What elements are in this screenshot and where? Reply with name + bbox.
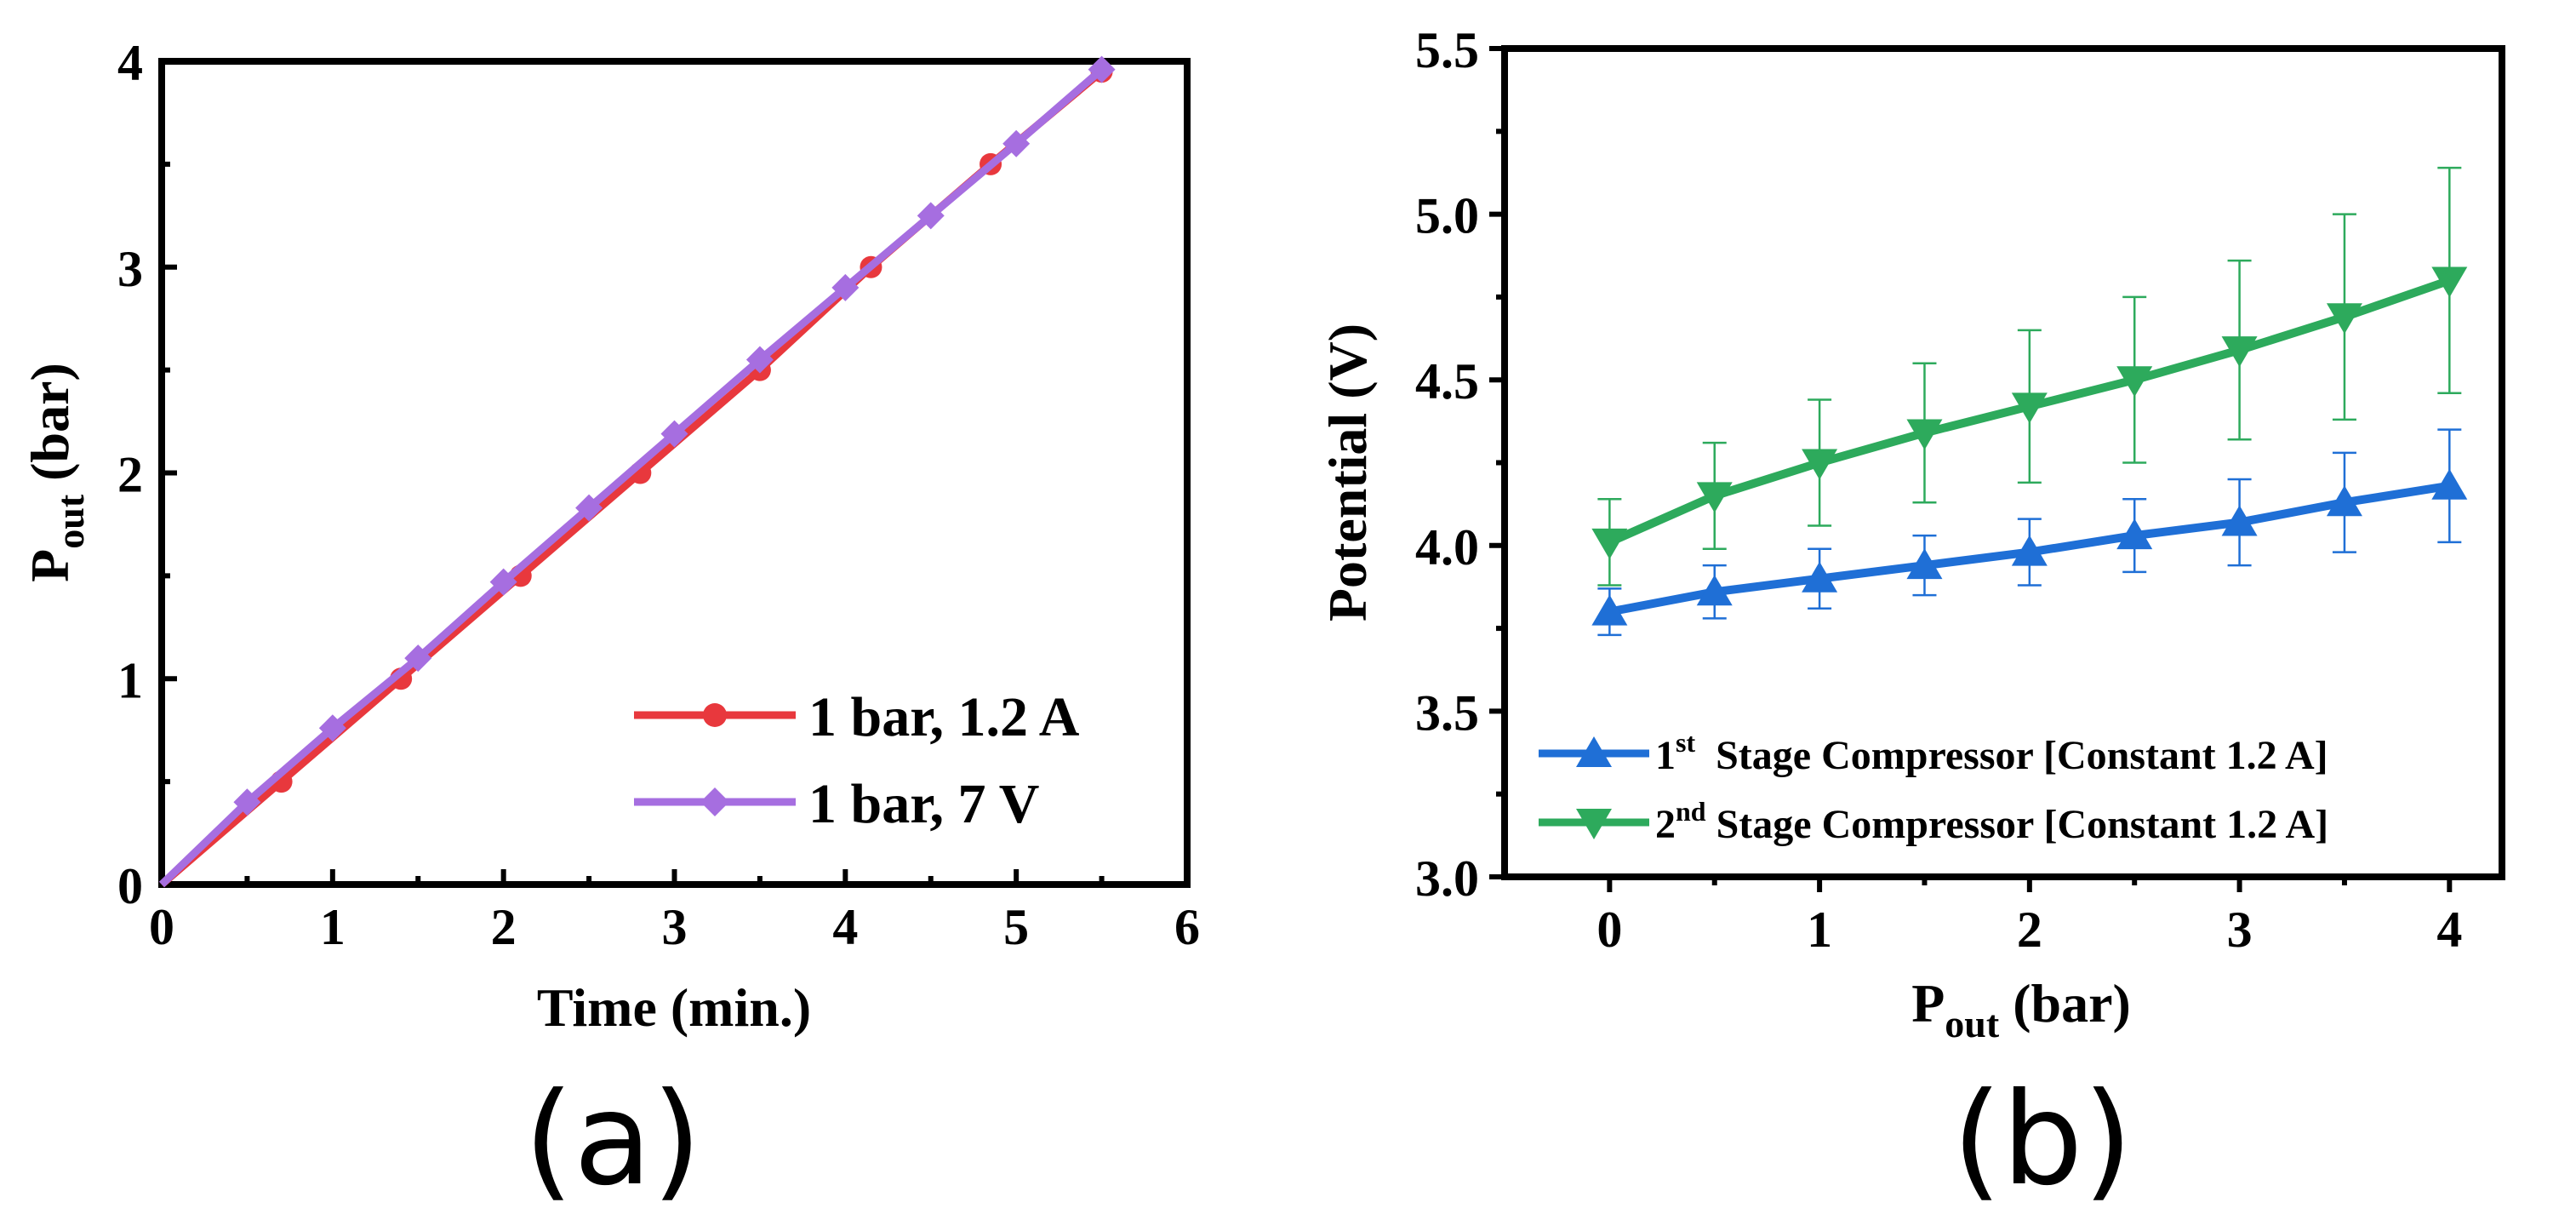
data-point-b-0 <box>2326 485 2362 517</box>
data-point-b-1 <box>1696 482 1733 513</box>
x-tick-label-b: 1 <box>1807 902 1832 958</box>
data-point-b-0 <box>1696 575 1733 606</box>
legend-a-label-1: 1 bar, 7 V <box>808 773 1039 835</box>
data-point-b-1 <box>2326 303 2362 335</box>
y-tick-label-b: 5.0 <box>1415 188 1479 244</box>
series-b-0 <box>1591 428 2468 637</box>
y-axis-title-a: Pout (bar) <box>20 363 92 582</box>
data-point-b-1 <box>2116 366 2153 398</box>
x-tick-label-a: 1 <box>320 899 346 955</box>
data-point-b-1 <box>2221 336 2258 368</box>
y-tick-label-a: 0 <box>117 858 143 914</box>
y-axis-title-b: Potential (V) <box>1317 323 1378 621</box>
legend-a: 1 bar, 1.2 A 1 bar, 7 V <box>634 686 1080 835</box>
legend-b-marker-0 <box>1576 736 1612 767</box>
data-point-a-1 <box>1088 55 1116 83</box>
y-tick-label-a: 2 <box>117 447 143 503</box>
data-point-b-0 <box>2011 535 2048 566</box>
x-tick-label-a: 0 <box>149 899 174 955</box>
data-point-a-1 <box>917 202 945 230</box>
x-tick-label-b: 4 <box>2436 902 2462 958</box>
data-point-b-1 <box>1802 449 1838 480</box>
y-tick-label-a: 3 <box>117 241 143 297</box>
y-tick-label-a: 4 <box>117 35 143 91</box>
x-tick-label-a: 6 <box>1174 899 1200 955</box>
x-axis-title-b: Pout (bar) <box>1911 973 2131 1045</box>
legend-b-label-1: 2nd Stage Compressor [Constant 1.2 A] <box>1655 796 2328 847</box>
data-point-a-1 <box>745 346 774 374</box>
data-point-b-0 <box>2221 505 2258 536</box>
x-tick-label-b: 0 <box>1596 902 1622 958</box>
y-tick-label-b: 3.0 <box>1415 850 1479 907</box>
data-point-b-0 <box>1906 548 1943 580</box>
legend-b-marker-1 <box>1576 809 1612 839</box>
panel-label-b: (b) <box>1952 1066 2133 1214</box>
data-point-a-1 <box>1002 129 1031 157</box>
data-point-a-1 <box>318 714 346 742</box>
series-a-1 <box>158 55 1116 888</box>
x-tick-label-a: 5 <box>1003 899 1029 955</box>
data-point-b-0 <box>1591 594 1628 626</box>
y-tick-label-b: 3.5 <box>1415 684 1479 741</box>
x-tick-label-b: 3 <box>2227 902 2253 958</box>
data-point-a-1 <box>233 788 261 816</box>
legend-a-label-0: 1 bar, 1.2 A <box>808 686 1080 748</box>
data-point-b-1 <box>2011 392 2048 424</box>
data-point-a-1 <box>404 644 432 673</box>
data-point-a-1 <box>489 568 517 596</box>
data-point-a-1 <box>575 494 603 522</box>
x-tick-label-b: 2 <box>2017 902 2042 958</box>
x-axis-title-a: Time (min.) <box>537 977 811 1038</box>
legend-a-marker-0 <box>703 703 727 727</box>
y-tick-label-b: 4.0 <box>1415 519 1479 575</box>
chart-panel-a: 0 1 2 3 4 5 6 0 1 2 3 4 1 bar, 1.2 A 1 bar, 7 V Tim… <box>20 35 1200 1214</box>
chart-panel-b: 0 1 2 3 4 3.0 3.5 4.0 4.5 5.0 5.5 1st Stage Compre… <box>1317 22 2505 1214</box>
panel-label-a: (a) <box>524 1066 702 1214</box>
data-point-b-0 <box>2116 518 2153 550</box>
x-tick-label-a: 4 <box>832 899 858 955</box>
series-b-1 <box>1591 166 2468 587</box>
series-line-a-1 <box>158 66 1105 888</box>
y-tick-label-b: 5.5 <box>1415 22 1479 78</box>
y-tick-label-a: 1 <box>117 652 143 708</box>
data-point-b-1 <box>1591 528 1628 559</box>
data-point-b-0 <box>2431 468 2468 500</box>
y-tick-label-b: 4.5 <box>1415 353 1479 409</box>
legend-b-label-0: 1st Stage Compressor [Constant 1.2 A] <box>1655 727 2328 778</box>
data-point-b-1 <box>1906 419 1943 450</box>
x-tick-label-a: 3 <box>662 899 688 955</box>
legend-b: 1st Stage Compressor [Constant 1.2 A] 2n… <box>1539 727 2328 847</box>
x-tick-label-a: 2 <box>491 899 517 955</box>
legend-a-marker-1 <box>700 787 729 816</box>
data-point-a-1 <box>660 420 688 448</box>
data-point-b-1 <box>2431 266 2468 298</box>
plot-frame-a <box>158 58 1191 888</box>
data-point-b-0 <box>1802 561 1838 593</box>
data-point-a-1 <box>831 273 860 301</box>
